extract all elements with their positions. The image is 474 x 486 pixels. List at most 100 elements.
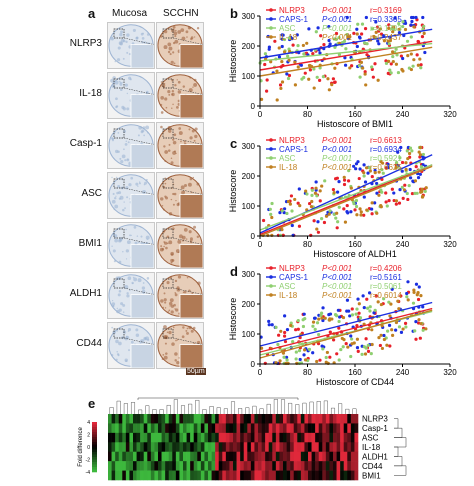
heatmap-cell bbox=[111, 442, 116, 453]
heatmap-cell bbox=[133, 442, 137, 453]
heatmap-cell bbox=[325, 414, 330, 424]
heatmap-cell bbox=[315, 442, 320, 453]
heatmap-cell bbox=[254, 470, 259, 481]
heatmap-cell bbox=[308, 442, 312, 453]
heatmap-cell bbox=[140, 423, 145, 434]
data-point-caps-1 bbox=[285, 328, 290, 332]
data-point-asc bbox=[291, 340, 295, 344]
data-point-il-18 bbox=[274, 361, 278, 365]
heatmap-cell bbox=[150, 451, 155, 462]
data-point-caps-1 bbox=[405, 291, 409, 296]
heatmap-cell bbox=[165, 451, 170, 462]
data-point-il-18 bbox=[327, 212, 331, 216]
heatmap-cell bbox=[340, 432, 345, 443]
data-point-il-18 bbox=[379, 205, 383, 209]
data-point-asc bbox=[405, 149, 409, 153]
heatmap-cell bbox=[175, 423, 180, 434]
data-point-caps-1 bbox=[349, 210, 353, 214]
data-point-caps-1 bbox=[291, 233, 295, 237]
heatmap-cell bbox=[118, 414, 123, 424]
data-point-nlrp3 bbox=[322, 43, 326, 47]
data-point-nlrp3 bbox=[377, 29, 381, 33]
heatmap-cell bbox=[161, 442, 166, 453]
heatmap-cell bbox=[350, 423, 355, 434]
data-point-asc bbox=[320, 216, 324, 221]
data-point-asc bbox=[408, 146, 413, 150]
data-point-caps-1 bbox=[345, 298, 350, 302]
heatmap-cell bbox=[286, 461, 291, 471]
data-point-asc bbox=[409, 35, 413, 39]
legend-p-value: P<0.001 bbox=[322, 145, 352, 154]
heatmap-cell bbox=[215, 414, 220, 424]
x-tick-label: 320 bbox=[443, 240, 457, 249]
data-point-caps-1 bbox=[416, 176, 421, 180]
data-point-il-18 bbox=[335, 211, 339, 215]
data-point-il-18 bbox=[296, 65, 300, 69]
heatmap-cell bbox=[247, 442, 252, 453]
heatmap-cell bbox=[165, 414, 170, 424]
heatmap-cell bbox=[333, 451, 337, 462]
heatmap-cell bbox=[343, 432, 348, 443]
heatmap-cell bbox=[158, 432, 162, 443]
x-tick-label: 0 bbox=[258, 240, 263, 249]
data-point-caps-1 bbox=[377, 42, 381, 46]
data-point-il-18 bbox=[320, 316, 324, 320]
heatmap-cell bbox=[179, 423, 184, 434]
data-point-asc bbox=[360, 22, 365, 26]
heatmap-cell bbox=[236, 451, 241, 462]
data-point-nlrp3 bbox=[342, 178, 347, 182]
heatmap-cell bbox=[118, 432, 123, 443]
heatmap-cell bbox=[133, 423, 137, 434]
heatmap-cell bbox=[168, 432, 173, 443]
heatmap-cell bbox=[186, 470, 191, 481]
heatmap-cell bbox=[286, 414, 291, 424]
data-point-caps-1 bbox=[345, 309, 349, 313]
data-point-il-18 bbox=[394, 165, 398, 170]
heatmap-cell bbox=[315, 432, 320, 443]
data-point-caps-1 bbox=[386, 162, 390, 166]
heatmap-cell bbox=[254, 423, 259, 434]
data-point-nlrp3 bbox=[294, 328, 298, 332]
heatmap-cell bbox=[250, 461, 255, 471]
heatmap-cell bbox=[136, 451, 141, 462]
data-point-nlrp3 bbox=[390, 187, 394, 191]
heatmap-cell bbox=[140, 461, 145, 471]
x-tick-label: 160 bbox=[348, 240, 362, 249]
data-point-asc bbox=[313, 327, 317, 332]
heatmap-cell bbox=[236, 414, 241, 424]
heatmap-cell bbox=[111, 461, 116, 471]
heatmap-cell bbox=[175, 414, 180, 424]
heatmap-cell bbox=[265, 423, 270, 434]
heatmap-cell bbox=[122, 461, 127, 471]
heatmap-cell bbox=[186, 442, 191, 453]
heatmap-cell bbox=[129, 470, 134, 481]
data-point-nlrp3 bbox=[374, 294, 378, 298]
data-point-asc bbox=[381, 171, 385, 175]
y-tick-label: 200 bbox=[242, 42, 256, 51]
heatmap-cell bbox=[125, 432, 130, 443]
heatmap-cell bbox=[272, 461, 277, 471]
heatmap-cell bbox=[272, 423, 277, 434]
legend-series-name: NLRP3 bbox=[279, 6, 305, 15]
scatter-plot-b: 0 80 160 240 320 0 100 200 300 Histoscore of BMI1… bbox=[228, 6, 457, 129]
data-point-il-18 bbox=[364, 166, 369, 170]
data-point-caps-1 bbox=[348, 314, 352, 318]
heatmap-cell bbox=[247, 423, 252, 434]
heatmap-cell bbox=[108, 423, 112, 434]
data-point-il-18 bbox=[387, 26, 391, 31]
heatmap-cell bbox=[315, 461, 320, 471]
heatmap-cell bbox=[179, 432, 184, 443]
heatmap-cell bbox=[308, 451, 312, 462]
heatmap-cell bbox=[154, 442, 159, 453]
heatmap-cell bbox=[168, 470, 173, 481]
heatmap-cell bbox=[211, 423, 216, 434]
heatmap-cell bbox=[283, 432, 287, 443]
x-tick-label: 0 bbox=[258, 368, 263, 377]
data-point-asc bbox=[315, 75, 319, 79]
heatmap-cell bbox=[108, 461, 112, 471]
legend-p-value: P<0.001 bbox=[322, 264, 352, 273]
data-point-nlrp3 bbox=[273, 39, 277, 43]
heatmap-cell bbox=[218, 470, 223, 481]
data-point-nlrp3 bbox=[357, 176, 361, 181]
heatmap-cell bbox=[258, 432, 262, 443]
